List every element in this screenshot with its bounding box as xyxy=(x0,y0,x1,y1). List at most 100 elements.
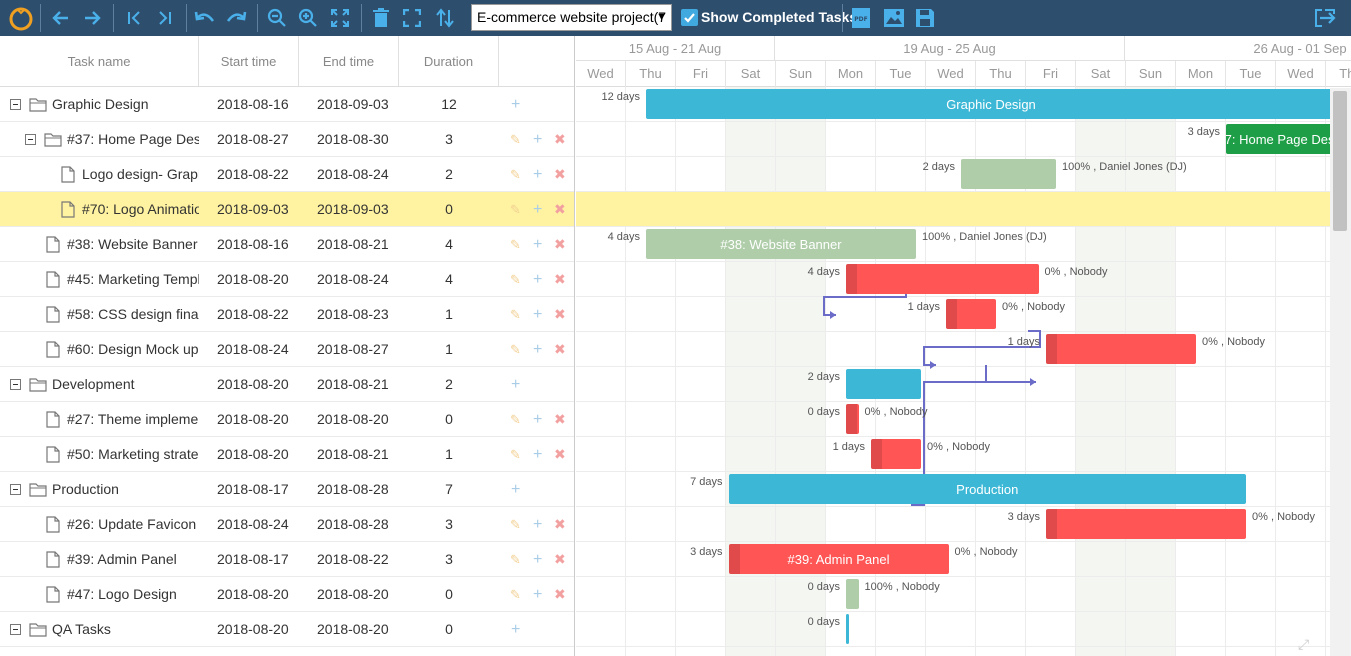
task-bar[interactable]: #38: Website Banner xyxy=(646,229,916,259)
task-start-time[interactable]: 2018-08-27 xyxy=(217,131,289,147)
task-end-time[interactable]: 2018-08-22 xyxy=(317,551,389,567)
task-bar[interactable] xyxy=(846,404,859,434)
forward-arrow-icon[interactable] xyxy=(77,3,107,33)
task-bar[interactable] xyxy=(846,264,1039,294)
task-row[interactable]: Logo design- Graphic 2018-08-22 2018-08-24… xyxy=(0,157,574,192)
group-row[interactable]: Graphic Design 2018-08-16 2018-09-03 12 + xyxy=(0,87,574,122)
column-header-task-name[interactable]: Task name xyxy=(0,36,199,86)
pdf-icon[interactable]: PDF xyxy=(846,3,876,33)
collapse-toggle-icon[interactable] xyxy=(10,484,21,495)
task-row[interactable]: #38: Website Banner 2018-08-16 2018-08-21 4… xyxy=(0,227,574,262)
checkbox-checked-icon[interactable] xyxy=(681,8,698,26)
task-name[interactable]: #70: Logo Animation xyxy=(82,201,199,217)
zoom-in-icon[interactable] xyxy=(293,3,323,33)
task-start-time[interactable]: 2018-08-17 xyxy=(217,551,289,567)
column-header-start-time[interactable]: Start time xyxy=(199,36,299,86)
task-name[interactable]: #47: Logo Design xyxy=(67,586,177,602)
task-name[interactable]: #58: CSS design finalize xyxy=(67,306,199,322)
task-row[interactable]: #58: CSS design finalize 2018-08-22 2018-0… xyxy=(0,297,574,332)
task-row[interactable]: #70: Logo Animation 2018-09-03 2018-09-03 0… xyxy=(0,192,574,227)
task-end-time[interactable]: 2018-08-28 xyxy=(317,481,389,497)
task-name[interactable]: #38: Website Banner xyxy=(67,236,198,252)
add-task-icon[interactable]: + xyxy=(533,236,543,253)
task-name[interactable]: #26: Update Favicon for xyxy=(67,516,199,532)
delete-task-icon[interactable]: ✖ xyxy=(554,446,566,462)
task-duration[interactable]: 7 xyxy=(445,481,453,497)
task-start-time[interactable]: 2018-08-20 xyxy=(217,586,289,602)
task-start-time[interactable]: 2018-08-20 xyxy=(217,271,289,287)
task-row[interactable]: #47: Logo Design 2018-08-20 2018-08-20 0 ✎ + ✖ xyxy=(0,577,574,612)
task-start-time[interactable]: 2018-08-16 xyxy=(217,96,289,112)
task-end-time[interactable]: 2018-08-23 xyxy=(317,306,389,322)
last-icon[interactable] xyxy=(150,3,180,33)
group-row[interactable]: #37: Home Page Design 2018-08-27 2018-08-3… xyxy=(0,122,574,157)
add-task-icon[interactable]: + xyxy=(533,516,543,533)
task-duration[interactable]: 0 xyxy=(445,411,453,427)
edit-pencil-icon[interactable]: ✎ xyxy=(510,552,521,567)
task-duration[interactable]: 0 xyxy=(445,621,453,637)
task-duration[interactable]: 0 xyxy=(445,201,453,217)
delete-task-icon[interactable]: ✖ xyxy=(554,341,566,357)
task-start-time[interactable]: 2018-08-20 xyxy=(217,376,289,392)
task-end-time[interactable]: 2018-08-24 xyxy=(317,271,389,287)
delete-task-icon[interactable]: ✖ xyxy=(554,551,566,567)
task-end-time[interactable]: 2018-08-28 xyxy=(317,516,389,532)
task-duration[interactable]: 12 xyxy=(441,96,457,112)
task-start-time[interactable]: 2018-08-20 xyxy=(217,621,289,637)
add-task-icon[interactable]: + xyxy=(533,306,543,323)
edit-pencil-icon[interactable]: ✎ xyxy=(510,587,521,602)
add-task-icon[interactable]: + xyxy=(533,586,543,603)
add-task-icon[interactable]: + xyxy=(511,376,521,393)
delete-task-icon[interactable]: ✖ xyxy=(554,131,566,147)
delete-icon[interactable] xyxy=(366,3,396,33)
task-duration[interactable]: 4 xyxy=(445,271,453,287)
add-task-icon[interactable]: + xyxy=(511,96,521,113)
edit-pencil-icon[interactable]: ✎ xyxy=(510,412,521,427)
delete-task-icon[interactable]: ✖ xyxy=(554,306,566,322)
add-task-icon[interactable]: + xyxy=(511,481,521,498)
save-icon[interactable] xyxy=(910,3,940,33)
task-start-time[interactable]: 2018-08-17 xyxy=(217,481,289,497)
task-duration[interactable]: 3 xyxy=(445,516,453,532)
task-duration[interactable]: 3 xyxy=(445,551,453,567)
vertical-scrollbar[interactable] xyxy=(1330,88,1351,656)
back-arrow-icon[interactable] xyxy=(46,3,76,33)
task-name[interactable]: QA Tasks xyxy=(52,621,111,637)
delete-task-icon[interactable]: ✖ xyxy=(554,271,566,287)
delete-task-icon[interactable]: ✖ xyxy=(554,586,566,602)
edit-pencil-icon[interactable]: ✎ xyxy=(510,307,521,322)
group-row[interactable]: Development 2018-08-20 2018-08-21 2 + xyxy=(0,367,574,402)
delete-task-icon[interactable]: ✖ xyxy=(554,411,566,427)
exit-icon[interactable] xyxy=(1310,3,1340,33)
add-task-icon[interactable]: + xyxy=(511,621,521,638)
scrollbar-thumb[interactable] xyxy=(1333,91,1347,231)
task-end-time[interactable]: 2018-08-20 xyxy=(317,586,389,602)
task-end-time[interactable]: 2018-08-30 xyxy=(317,131,389,147)
task-bar[interactable]: #37: Home Page Design xyxy=(1226,124,1336,154)
add-task-icon[interactable]: + xyxy=(533,201,543,218)
task-row[interactable]: #26: Update Favicon for 2018-08-24 2018-08… xyxy=(0,507,574,542)
task-start-time[interactable]: 2018-08-24 xyxy=(217,341,289,357)
task-start-time[interactable]: 2018-08-16 xyxy=(217,236,289,252)
edit-pencil-icon[interactable]: ✎ xyxy=(510,167,521,182)
task-bar[interactable]: Production xyxy=(728,474,1246,504)
collapse-toggle-icon[interactable] xyxy=(10,379,21,390)
task-start-time[interactable]: 2018-08-20 xyxy=(217,411,289,427)
task-row[interactable]: #39: Admin Panel 2018-08-17 2018-08-22 3 ✎ + ✖ xyxy=(0,542,574,577)
edit-pencil-icon[interactable]: ✎ xyxy=(510,132,521,147)
task-duration[interactable]: 2 xyxy=(445,376,453,392)
task-name[interactable]: #37: Home Page Design xyxy=(67,131,199,147)
sort-icon[interactable] xyxy=(430,3,460,33)
task-name[interactable]: Graphic Design xyxy=(52,96,149,112)
task-bar[interactable] xyxy=(961,159,1056,189)
task-end-time[interactable]: 2018-08-21 xyxy=(317,376,389,392)
task-bar[interactable]: Graphic Design xyxy=(646,89,1336,119)
delete-task-icon[interactable]: ✖ xyxy=(554,201,566,217)
column-header-end-time[interactable]: End time xyxy=(299,36,399,86)
task-end-time[interactable]: 2018-08-21 xyxy=(317,446,389,462)
task-bar[interactable] xyxy=(846,369,921,399)
task-name[interactable]: #45: Marketing Template xyxy=(67,271,199,287)
task-duration[interactable]: 2 xyxy=(445,166,453,182)
task-bar[interactable] xyxy=(1046,334,1196,364)
show-completed-toggle[interactable]: Show Completed Tasks xyxy=(681,7,857,27)
